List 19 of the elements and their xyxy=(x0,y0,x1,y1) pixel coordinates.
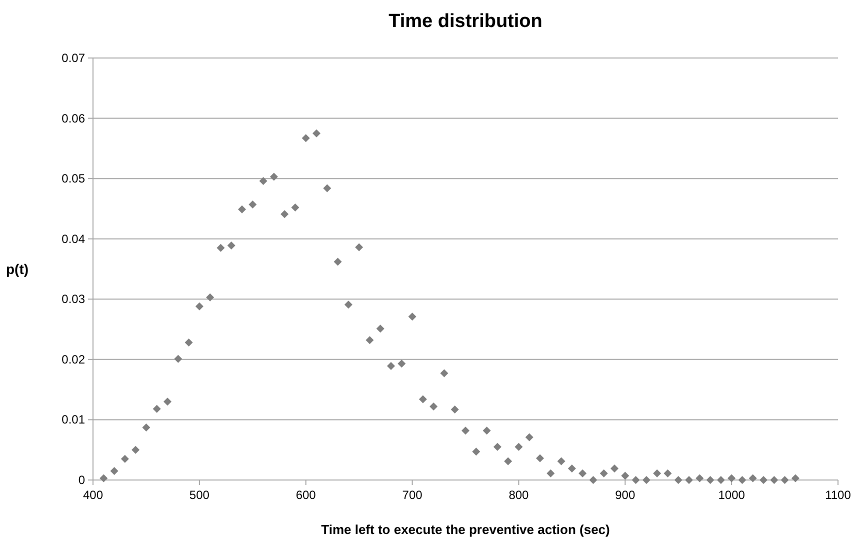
y-tick-label: 0.01 xyxy=(62,412,86,427)
x-tick-label: 500 xyxy=(189,488,210,502)
x-tick-label: 1100 xyxy=(825,488,852,502)
x-tick-label: 1000 xyxy=(718,488,746,502)
y-tick-label: 0.03 xyxy=(62,292,86,306)
x-tick-label: 700 xyxy=(402,488,423,502)
chart-title: Time distribution xyxy=(388,11,542,32)
x-tick-label: 400 xyxy=(82,488,104,502)
x-tick-label: 900 xyxy=(615,488,636,502)
y-tick-label: 0.05 xyxy=(62,172,86,186)
y-axis-title: p(t) xyxy=(6,261,29,277)
y-tick-label: 0 xyxy=(78,473,86,487)
y-tick-label: 0.06 xyxy=(62,111,86,126)
y-tick-label: 0.02 xyxy=(62,352,86,366)
x-tick-label: 800 xyxy=(508,488,530,502)
x-axis-title: Time left to execute the preventive action (sec) xyxy=(321,522,610,537)
y-tick-label: 0.07 xyxy=(62,51,86,65)
y-tick-label: 0.04 xyxy=(62,232,86,246)
x-tick-label: 600 xyxy=(296,488,316,502)
